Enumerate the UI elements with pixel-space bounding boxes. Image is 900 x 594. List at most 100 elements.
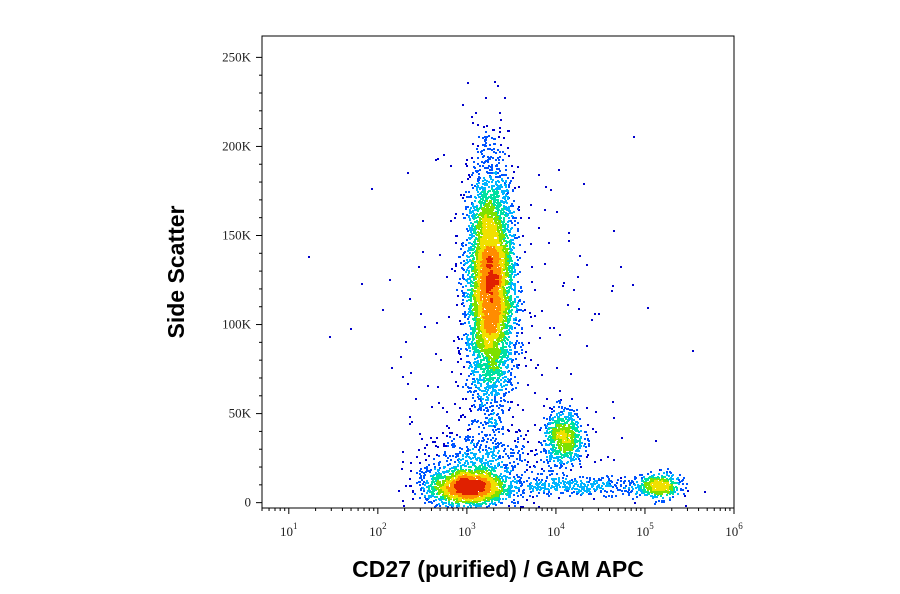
event-dot — [493, 148, 495, 150]
event-dot — [446, 411, 448, 413]
event-dot — [628, 489, 630, 491]
event-dot — [470, 260, 472, 262]
event-dot — [570, 444, 572, 446]
event-dot — [423, 490, 425, 492]
event-dot — [579, 418, 581, 420]
event-dot — [469, 436, 471, 438]
event-dot — [568, 424, 570, 426]
event-dot — [573, 419, 575, 421]
event-dot — [428, 488, 430, 490]
event-dot — [503, 217, 505, 219]
event-dot — [461, 338, 463, 340]
event-dot — [514, 440, 516, 442]
event-dot — [419, 473, 421, 475]
event-dot — [449, 468, 451, 470]
event-dot — [518, 450, 520, 452]
event-dot — [558, 456, 560, 458]
event-dot — [486, 355, 488, 357]
event-dot — [468, 361, 470, 363]
event-dot — [499, 455, 501, 457]
event-dot — [438, 402, 440, 404]
event-dot — [486, 184, 488, 186]
event-dot — [450, 220, 452, 222]
event-dot — [553, 406, 555, 408]
event-dot — [505, 180, 507, 182]
event-dot — [507, 351, 509, 353]
event-dot — [477, 145, 479, 147]
event-dot — [504, 394, 506, 396]
event-dot — [574, 478, 576, 480]
event-dot — [507, 147, 509, 149]
event-dot — [493, 470, 495, 472]
event-dot — [461, 290, 463, 292]
event-dot — [556, 487, 558, 489]
event-dot — [467, 250, 469, 252]
event-dot — [440, 491, 442, 493]
event-dot — [511, 288, 513, 290]
event-dot — [495, 474, 497, 476]
event-dot — [479, 467, 481, 469]
event-dot — [480, 383, 482, 385]
event-dot — [482, 455, 484, 457]
event-dot — [424, 447, 426, 449]
event-dot — [502, 486, 504, 488]
event-dot — [505, 478, 507, 480]
event-dot — [563, 410, 565, 412]
event-dot — [382, 309, 384, 311]
event-dot — [458, 338, 460, 340]
event-dot — [498, 181, 500, 183]
event-dot — [594, 313, 596, 315]
event-dot — [639, 474, 641, 476]
event-dot — [470, 303, 472, 305]
event-dot — [505, 476, 507, 478]
event-dot — [505, 274, 507, 276]
event-dot — [584, 438, 586, 440]
event-dot — [512, 246, 514, 248]
event-dot — [615, 495, 617, 497]
event-dot — [496, 369, 498, 371]
event-dot — [432, 492, 434, 494]
event-dot — [666, 494, 668, 496]
event-dot — [549, 407, 551, 409]
event-dot — [491, 207, 493, 209]
event-dot — [486, 171, 488, 173]
event-dot — [470, 502, 472, 504]
event-dot — [620, 485, 622, 487]
event-dot — [460, 348, 462, 350]
event-dot — [489, 172, 491, 174]
event-dot — [505, 498, 507, 500]
event-dot — [402, 500, 404, 502]
event-dot — [499, 131, 501, 133]
event-dot — [659, 479, 661, 481]
event-dot — [455, 381, 457, 383]
event-dot — [568, 240, 570, 242]
event-dot — [508, 286, 510, 288]
event-dot — [521, 332, 523, 334]
event-dot — [682, 483, 684, 485]
event-dot — [424, 495, 426, 497]
event-dot — [545, 186, 547, 188]
event-dot — [563, 282, 565, 284]
event-dot — [473, 348, 475, 350]
event-dot — [481, 472, 483, 474]
event-dot — [480, 367, 482, 369]
event-dot — [465, 271, 467, 273]
event-dot — [443, 445, 445, 447]
event-dot — [557, 453, 559, 455]
event-dot — [497, 494, 499, 496]
event-dot — [461, 448, 463, 450]
event-dot — [491, 185, 493, 187]
event-dot — [495, 381, 497, 383]
event-dot — [509, 305, 511, 307]
event-dot — [550, 437, 552, 439]
event-dot — [560, 425, 562, 427]
event-dot — [510, 315, 512, 317]
event-dot — [553, 444, 555, 446]
event-dot — [462, 398, 464, 400]
event-dot — [473, 443, 475, 445]
event-dot — [509, 300, 511, 302]
event-dot — [465, 208, 467, 210]
event-dot — [470, 312, 472, 314]
event-dot — [450, 165, 452, 167]
event-dot — [467, 206, 469, 208]
